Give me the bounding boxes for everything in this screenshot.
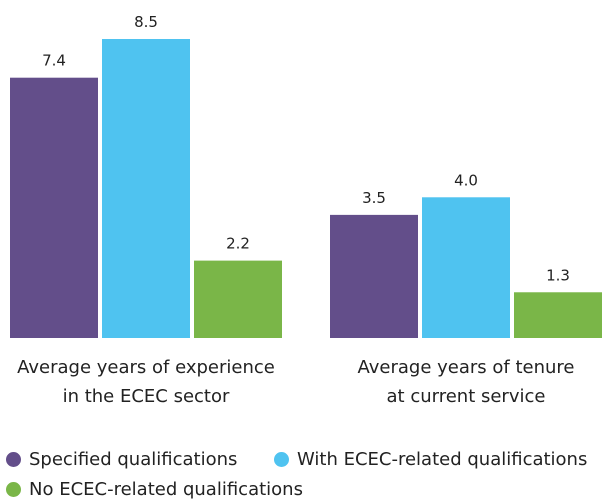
bar	[514, 292, 602, 338]
legend-item: Specified qualifications	[6, 449, 237, 470]
data-label: 1.3	[546, 266, 570, 284]
bar	[102, 39, 190, 338]
legend-label: With ECEC-related qualifications	[297, 449, 588, 470]
legend-label: No ECEC-related qualifications	[29, 479, 303, 500]
data-label: 8.5	[134, 13, 158, 31]
data-label: 4.0	[454, 171, 478, 189]
legend-item: No ECEC-related qualifications	[6, 479, 303, 500]
data-label: 3.5	[362, 189, 386, 207]
bar	[422, 197, 510, 338]
legend-swatch	[6, 452, 21, 467]
bar	[10, 77, 98, 338]
legend-swatch	[6, 482, 21, 497]
category-label: Average years of tenure at current servi…	[357, 357, 575, 407]
legend-item: With ECEC-related qualifications	[274, 449, 587, 470]
bar	[330, 214, 418, 338]
data-label: 2.2	[226, 235, 250, 253]
category-label: Average years of experience in the ECEC …	[17, 357, 275, 407]
data-label: 7.4	[42, 52, 66, 70]
legend-label: Specified qualifications	[29, 449, 238, 470]
legend-swatch	[274, 452, 289, 467]
bar	[194, 260, 282, 338]
